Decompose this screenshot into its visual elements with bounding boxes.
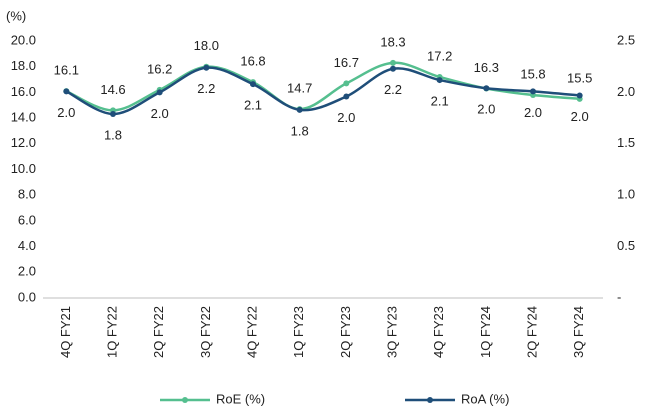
series-line — [65, 66, 580, 116]
data-label: 14.6 — [100, 82, 125, 97]
x-tick-label: 1Q FY24 — [478, 306, 493, 358]
y2-tick-label: 2.5 — [617, 32, 635, 47]
data-label: 2.2 — [384, 82, 402, 97]
y-tick-label: 6.0 — [18, 212, 36, 227]
y2-tick-label: 1.5 — [617, 135, 635, 150]
x-tick-label: 2Q FY23 — [338, 306, 353, 358]
x-tick-label: 1Q FY22 — [104, 306, 119, 358]
point — [483, 85, 490, 92]
y-unit-label: (%) — [6, 8, 26, 23]
y-tick-label: 2.0 — [18, 264, 36, 279]
x-tick-label: 4Q FY22 — [244, 306, 259, 358]
x-tick-label: 4Q FY21 — [58, 306, 73, 358]
data-label: 16.2 — [147, 61, 172, 76]
x-tick-label: 2Q FY24 — [524, 306, 539, 358]
point — [343, 80, 350, 87]
point — [390, 59, 396, 66]
data-label: 2.0 — [524, 105, 542, 120]
x-tick-label: 3Q FY24 — [571, 306, 586, 358]
data-label: 2.0 — [57, 105, 75, 120]
data-label: 2.1 — [244, 98, 262, 113]
legend-label: RoA (%) — [461, 391, 509, 406]
data-label: 14.7 — [287, 81, 312, 96]
point — [436, 77, 443, 84]
point — [63, 88, 70, 95]
y2-tick-label: 0.5 — [617, 238, 635, 253]
x-tick-label: 4Q FY23 — [431, 306, 446, 358]
data-label: 2.0 — [337, 110, 355, 125]
data-label: 2.2 — [197, 81, 215, 96]
point — [110, 110, 116, 117]
x-tick-label: 1Q FY23 — [291, 306, 306, 358]
data-label: 2.1 — [431, 94, 449, 109]
data-label: 16.3 — [474, 60, 499, 75]
x-tick-label: 3Q FY22 — [198, 306, 213, 358]
data-label: 1.8 — [104, 127, 122, 142]
data-label: 16.7 — [334, 55, 359, 70]
x-tick-label: 3Q FY23 — [384, 306, 399, 358]
y-tick-label: 4.0 — [18, 238, 36, 253]
y-tick-label: 18.0 — [11, 58, 36, 73]
legend-marker — [182, 397, 188, 403]
data-label: 1.8 — [291, 123, 309, 138]
data-label: 16.1 — [54, 63, 79, 78]
point — [156, 89, 163, 96]
data-label: 2.0 — [151, 106, 169, 121]
point — [250, 81, 256, 88]
data-label: 15.8 — [520, 66, 545, 81]
legend-label: RoE (%) — [216, 391, 265, 406]
y2-tick-label: - — [617, 289, 621, 304]
y-tick-label: 0.0 — [18, 289, 36, 304]
y-tick-label: 10.0 — [11, 161, 36, 176]
y-tick-label: 16.0 — [11, 84, 36, 99]
data-label: 2.0 — [571, 109, 589, 124]
point — [576, 92, 583, 99]
data-label: 18.0 — [194, 38, 219, 53]
point — [343, 93, 350, 100]
y2-tick-label: 2.0 — [617, 84, 635, 99]
data-label: 15.5 — [567, 70, 592, 85]
point — [296, 106, 303, 113]
point — [203, 64, 210, 71]
y-tick-label: 20.0 — [11, 32, 36, 47]
y2-tick-label: 1.0 — [617, 187, 635, 202]
legend-marker — [427, 397, 433, 403]
point — [530, 88, 536, 95]
y-tick-label: 8.0 — [18, 187, 36, 202]
data-label: 17.2 — [427, 48, 452, 63]
data-label: 18.3 — [380, 34, 405, 49]
point — [390, 65, 396, 72]
y-tick-label: 14.0 — [11, 110, 36, 125]
data-label: 16.8 — [240, 54, 265, 69]
y-tick-label: 12.0 — [11, 135, 36, 150]
data-label: 2.0 — [477, 102, 495, 117]
x-tick-label: 2Q FY22 — [151, 306, 166, 358]
